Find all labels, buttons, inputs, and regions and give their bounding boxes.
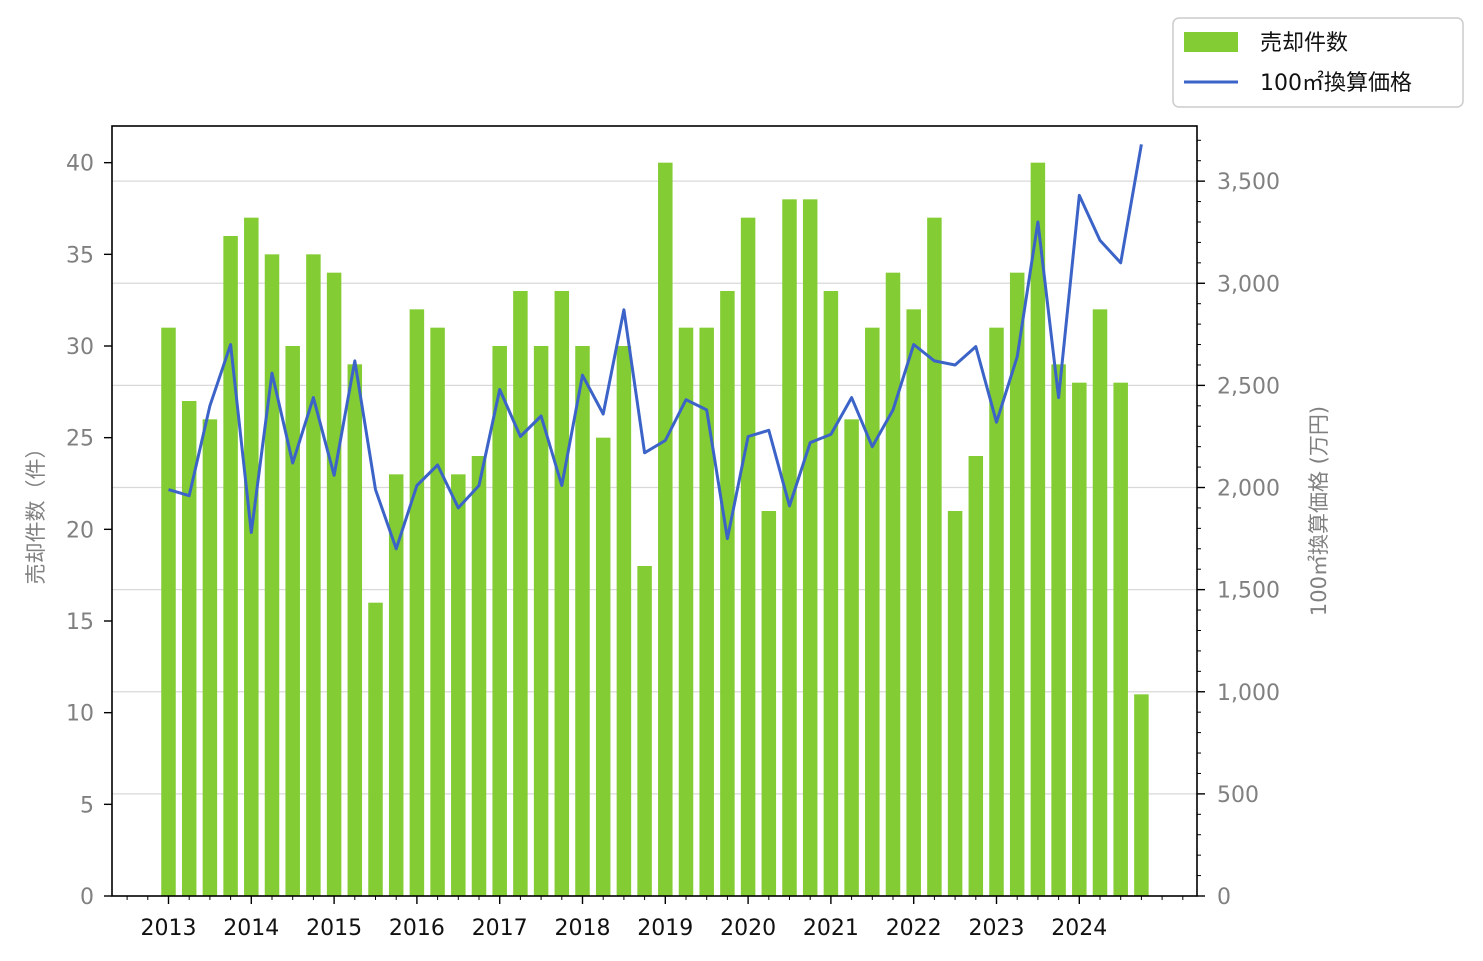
bar — [782, 199, 797, 897]
x-tick-label: 2024 — [1051, 916, 1107, 941]
x-axis: 2013 2014 2015 2016 2017 2018 2019 2020 2021 2022… — [126, 896, 1184, 941]
bar — [1113, 382, 1128, 897]
bar-series — [161, 162, 1149, 897]
x-tick-label: 2023 — [969, 916, 1025, 941]
x-tick-label: 2018 — [555, 916, 611, 941]
bar — [823, 291, 839, 896]
right-tick-label: 3,500 — [1217, 170, 1280, 195]
bar — [885, 272, 901, 897]
right-tick-label: 2,500 — [1217, 374, 1280, 399]
bar — [1009, 272, 1025, 897]
bar — [285, 346, 300, 896]
bar — [678, 327, 694, 897]
bar — [947, 511, 963, 896]
left-axis-title: 売却件数（件） — [24, 438, 48, 585]
bar — [554, 291, 570, 896]
right-tick-label: 1,000 — [1217, 681, 1280, 706]
bar — [430, 327, 445, 897]
legend-line-label: 100㎡換算価格 — [1260, 70, 1412, 96]
bar — [1072, 382, 1087, 897]
right-tick-label: 0 — [1217, 885, 1231, 910]
x-tick-label: 2015 — [306, 916, 362, 941]
bar — [326, 272, 342, 897]
plot-frame — [111, 125, 1198, 897]
left-tick-label: 15 — [66, 610, 94, 635]
left-tick-label: 35 — [66, 243, 94, 268]
bar — [575, 346, 590, 896]
bar — [244, 217, 259, 896]
left-tick-label: 0 — [80, 885, 94, 910]
x-tick-label: 2016 — [389, 916, 445, 941]
bar — [844, 419, 859, 896]
right-tick-label: 1,500 — [1217, 579, 1280, 604]
right-axis-title: 100㎡換算価格 (万円) — [1307, 406, 1331, 616]
right-axis: 0 500 1,000 1,500 2,000 2,500 3,000 3,500 — [1197, 139, 1280, 910]
bar — [451, 474, 466, 896]
bar — [865, 327, 880, 897]
right-tick-label: 3,000 — [1217, 272, 1280, 297]
legend-bar-label: 売却件数 — [1260, 31, 1348, 56]
bar — [471, 456, 487, 896]
bar — [658, 162, 673, 896]
bar — [388, 474, 404, 896]
bar — [637, 566, 652, 896]
x-tick-label: 2021 — [803, 916, 859, 941]
bar — [595, 437, 611, 896]
x-tick-label: 2019 — [637, 916, 693, 941]
legend: 売却件数 100㎡換算価格 — [1172, 17, 1464, 108]
legend-box — [1172, 17, 1464, 108]
left-tick-label: 20 — [66, 518, 94, 543]
bar — [720, 291, 735, 896]
x-tick-label: 2013 — [141, 916, 197, 941]
bar — [306, 254, 321, 897]
bar — [761, 511, 777, 896]
bar — [368, 602, 383, 896]
left-tick-label: 30 — [66, 335, 94, 360]
bar — [347, 364, 363, 896]
bar — [906, 309, 921, 896]
left-axis: 0 5 10 15 20 25 30 35 40 — [66, 152, 112, 910]
bar — [927, 217, 942, 896]
bar — [802, 199, 818, 897]
bar — [1134, 694, 1149, 896]
bar — [1030, 162, 1046, 896]
left-tick-label: 10 — [66, 702, 94, 727]
right-tick-label: 500 — [1217, 783, 1259, 808]
bar — [202, 419, 218, 896]
bar — [409, 309, 425, 896]
left-tick-label: 25 — [66, 427, 94, 452]
bar — [181, 401, 197, 896]
left-tick-label: 40 — [66, 152, 94, 177]
bar — [740, 217, 756, 896]
bar — [492, 346, 507, 896]
right-tick-label: 2,000 — [1217, 477, 1280, 502]
bar — [616, 346, 632, 896]
x-tick-label: 2020 — [720, 916, 776, 941]
bar — [223, 236, 238, 896]
bar — [161, 327, 176, 897]
x-tick-label: 2014 — [223, 916, 279, 941]
bar — [968, 456, 984, 896]
bar — [1092, 309, 1108, 896]
price-line — [168, 144, 1143, 551]
x-tick-label: 2022 — [886, 916, 942, 941]
line-series — [168, 144, 1143, 551]
left-tick-label: 5 — [80, 793, 94, 818]
bar — [1051, 364, 1066, 896]
bar — [264, 254, 280, 897]
bar — [513, 291, 528, 896]
bar — [989, 327, 1004, 897]
x-tick-label: 2017 — [472, 916, 528, 941]
legend-bar-swatch — [1184, 32, 1238, 52]
bar — [699, 327, 714, 897]
bar — [533, 346, 549, 896]
